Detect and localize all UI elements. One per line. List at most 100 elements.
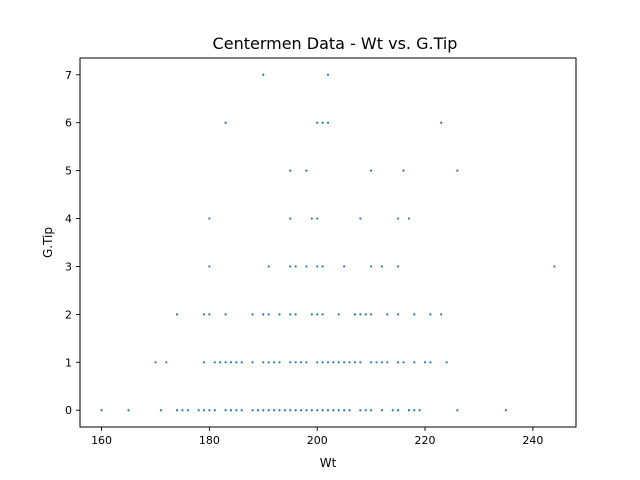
data-point-48 [219,361,222,364]
data-point-18 [272,409,276,412]
data-point-62 [316,361,319,364]
data-point-107 [294,265,297,268]
data-point-60 [299,361,303,364]
data-point-44 [154,361,157,364]
data-point-101 [413,313,416,316]
data-point-85 [251,313,254,316]
x-tick-label-240: 240 [522,434,543,447]
data-point-57 [278,361,281,364]
data-point-94 [337,313,340,316]
data-point-32 [348,409,351,412]
chart-title: Centermen Data - Wt vs. G.Tip [213,34,458,53]
data-point-78 [423,361,427,364]
data-point-124 [305,169,308,172]
data-point-67 [343,361,346,364]
data-point-95 [353,313,357,316]
data-point-36 [380,409,384,412]
data-point-24 [305,409,308,412]
data-point-108 [305,265,308,268]
data-point-65 [332,361,335,364]
data-point-74 [386,361,389,364]
data-point-132 [440,121,443,124]
data-point-6 [197,409,200,412]
data-point-79 [429,361,432,364]
data-point-61 [305,361,308,364]
data-point-15 [256,409,260,412]
data-point-77 [413,361,416,364]
data-point-35 [370,409,373,412]
data-point-42 [456,409,459,412]
data-point-128 [224,121,227,124]
data-point-54 [262,361,265,364]
data-point-59 [294,361,297,364]
y-tick-label-5: 5 [65,165,72,178]
data-point-1 [127,409,130,412]
data-point-26 [316,409,319,412]
data-point-92 [316,313,319,316]
data-point-47 [213,361,216,364]
data-point-11 [229,409,233,412]
data-point-2 [159,409,162,412]
data-point-22 [294,409,297,412]
data-point-121 [396,217,400,220]
data-point-83 [208,313,211,316]
data-point-53 [251,361,254,364]
data-point-58 [289,361,292,364]
data-point-52 [240,361,243,364]
data-point-28 [326,409,330,412]
data-point-130 [321,121,324,124]
data-point-27 [321,409,324,412]
data-point-98 [370,313,373,316]
data-point-93 [321,313,324,316]
data-point-131 [326,121,330,124]
data-point-81 [175,313,179,316]
data-point-117 [289,217,292,220]
data-point-114 [396,265,400,268]
x-tick-label-220: 220 [415,434,436,447]
data-point-105 [267,265,270,268]
data-point-5 [186,409,189,412]
data-point-109 [316,265,319,268]
data-point-51 [235,361,238,364]
data-point-39 [407,409,410,412]
x-tick-label-200: 200 [307,434,328,447]
data-point-89 [289,313,292,316]
x-tick-label-180: 180 [199,434,220,447]
data-point-90 [294,313,297,316]
y-tick-label-4: 4 [65,213,72,226]
data-point-7 [202,409,206,412]
data-point-118 [310,217,313,220]
y-tick-label-0: 0 [65,404,72,417]
data-point-134 [326,73,330,76]
data-point-16 [262,409,265,412]
points-layer [100,73,556,412]
data-point-113 [380,265,384,268]
data-point-43 [504,409,508,412]
data-point-55 [267,361,270,364]
data-point-10 [224,409,227,412]
data-point-125 [370,169,373,172]
data-point-102 [429,313,432,316]
data-point-103 [440,313,443,316]
y-tick-label-6: 6 [65,117,72,130]
data-point-41 [418,409,421,412]
plot-frame [79,57,577,428]
data-point-76 [402,361,405,364]
data-point-126 [402,169,405,172]
data-point-34 [364,409,367,412]
data-point-69 [353,361,357,364]
x-axis-ticks: 160 180 200 220 240 [91,427,543,447]
data-point-12 [235,409,238,412]
data-point-40 [413,409,416,412]
y-tick-label-2: 2 [65,308,72,321]
data-point-3 [175,409,179,412]
data-point-96 [359,313,362,316]
data-point-46 [202,361,206,364]
data-point-33 [359,409,362,412]
x-axis-label: Wt [320,456,337,470]
data-point-8 [208,409,211,412]
data-point-116 [208,217,211,220]
y-axis-label: G.Tip [41,227,55,258]
data-point-75 [396,361,400,364]
data-point-9 [213,409,216,412]
